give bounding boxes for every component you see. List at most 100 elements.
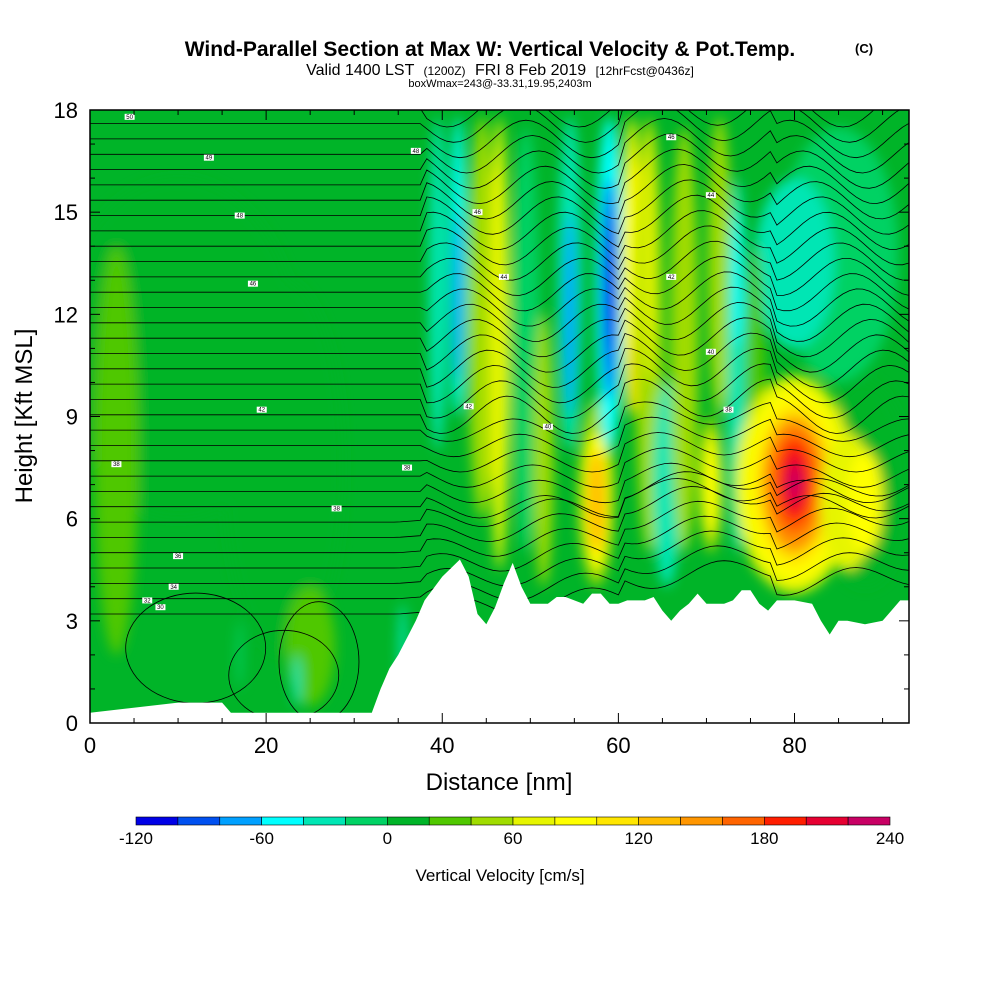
theta-contour [90, 530, 909, 587]
theta-contour [90, 179, 909, 235]
x-axis: 0 20 40 60 80 [84, 110, 884, 758]
svg-text:34: 34 [170, 585, 177, 591]
y-tick-label: 6 [66, 507, 78, 532]
subtitle-zulu: (1200Z) [424, 64, 466, 78]
svg-text:46: 46 [474, 210, 481, 216]
y-tick-label: 3 [66, 609, 78, 634]
colorbar-swatch [219, 816, 262, 826]
theta-contour-label: 40 [705, 348, 716, 356]
colorbar-swatch [177, 816, 221, 826]
field-core [788, 467, 801, 499]
svg-text:44: 44 [501, 275, 508, 281]
colorbar-swatch [554, 816, 598, 826]
x-tick-label: 60 [606, 733, 630, 758]
x-tick-label: 80 [782, 733, 806, 758]
svg-text:48: 48 [236, 214, 243, 220]
svg-text:38: 38 [404, 466, 411, 472]
svg-text:40: 40 [708, 350, 715, 356]
theta-contour [90, 486, 909, 542]
subtitle-valid: Valid 1400 LST [306, 62, 414, 79]
colorbar-label: Vertical Velocity [cm/s] [415, 866, 584, 885]
chart-title: Wind-Parallel Section at Max W: Vertical… [185, 38, 796, 61]
svg-text:42: 42 [668, 275, 675, 281]
theta-contour [90, 240, 909, 296]
theta-contour-label: 42 [256, 406, 267, 414]
y-tick-label: 18 [54, 98, 78, 123]
svg-text:30: 30 [157, 605, 164, 611]
subtitle-date: FRI 8 Feb 2019 [475, 62, 586, 79]
box-info: boxWmax=243@-33.31,19.95,2403m [408, 78, 591, 90]
field-column [643, 127, 656, 383]
y-tick-label: 12 [54, 302, 78, 327]
field-band [223, 280, 344, 655]
terrain [90, 559, 909, 723]
field-column [702, 433, 719, 536]
colorbar-tick-label: -120 [119, 829, 153, 848]
theta-contour-labels: 50 49 48 46 42 38 38 36 34 32 30 48 46 44 42 38 40 46 44 42… [111, 113, 734, 611]
colorbar-tick-label: -60 [249, 829, 274, 848]
colorbar-tick-label: 120 [624, 829, 652, 848]
theta-contour [90, 148, 909, 205]
y-axis-label: Height [Kft MSL] [11, 329, 38, 504]
theta-contour-label: 46 [666, 134, 677, 141]
colorbar-swatch [680, 816, 723, 826]
colorbar-swatch [428, 816, 472, 826]
svg-text:40: 40 [545, 425, 552, 431]
colorbar-swatch [805, 816, 849, 826]
x-tick-label: 40 [430, 733, 454, 758]
colorbar-swatch [847, 816, 891, 826]
field-column [467, 116, 496, 519]
theta-contour [90, 110, 909, 159]
plot-area: 50 49 48 46 42 38 38 36 34 32 30 48 46 44 42 38 40 46 44 42… [90, 110, 909, 723]
theta-contour-label: 42 [666, 273, 677, 281]
svg-text:49: 49 [206, 156, 213, 162]
theta-contour [90, 118, 909, 174]
theta-contour [90, 210, 909, 266]
svg-text:46: 46 [668, 135, 675, 141]
y-tick-label: 15 [54, 200, 78, 225]
svg-text:36: 36 [175, 554, 182, 560]
theta-contour [90, 194, 909, 251]
theta-contour-label: 44 [705, 192, 716, 199]
colorbar-swatch [512, 816, 556, 826]
svg-text:32: 32 [144, 598, 151, 604]
colorbar-swatch [387, 816, 430, 826]
x-axis-label: Distance [nm] [426, 769, 573, 796]
theta-contour [90, 332, 909, 388]
field-streak [292, 654, 301, 706]
chart-title-mark: (C) [855, 41, 873, 56]
theta-contour [90, 133, 909, 189]
theta-contour [90, 378, 909, 434]
theta-contour-label: 48 [410, 147, 421, 155]
colorbar: -120 -60 0 60 120 180 240 [119, 816, 904, 848]
theta-contour [90, 256, 909, 312]
theta-contour [90, 363, 909, 419]
theta-contour [90, 271, 909, 327]
colorbar-swatch [470, 816, 514, 826]
theta-contour [90, 515, 909, 572]
svg-text:50: 50 [126, 115, 133, 121]
svg-text:38: 38 [333, 506, 340, 512]
field-column [489, 116, 510, 570]
theta-contour [90, 110, 901, 143]
colorbar-tick-label: 240 [876, 829, 904, 848]
subtitle-line: Valid 1400 LST (1200Z) FRI 8 Feb 2019 [1… [306, 62, 694, 79]
theta-contour [90, 317, 909, 373]
theta-contour-label: 46 [247, 280, 258, 288]
x-tick-label: 20 [254, 733, 278, 758]
theta-contour [90, 500, 909, 557]
colorbar-tick-label: 60 [504, 829, 523, 848]
svg-text:38: 38 [725, 408, 732, 414]
theta-contour-label: 40 [542, 423, 553, 431]
colorbar-swatch [345, 816, 388, 826]
theta-contour [90, 302, 909, 358]
theta-contour-label: 49 [203, 154, 214, 162]
theta-contour-label: 34 [168, 583, 179, 591]
theta-contour-label: 48 [234, 212, 245, 220]
field-band [285, 586, 336, 706]
svg-text:42: 42 [465, 404, 472, 410]
theta-contour-label: 36 [173, 553, 184, 560]
theta-contour [90, 164, 909, 220]
theta-contour-label: 32 [142, 597, 153, 604]
